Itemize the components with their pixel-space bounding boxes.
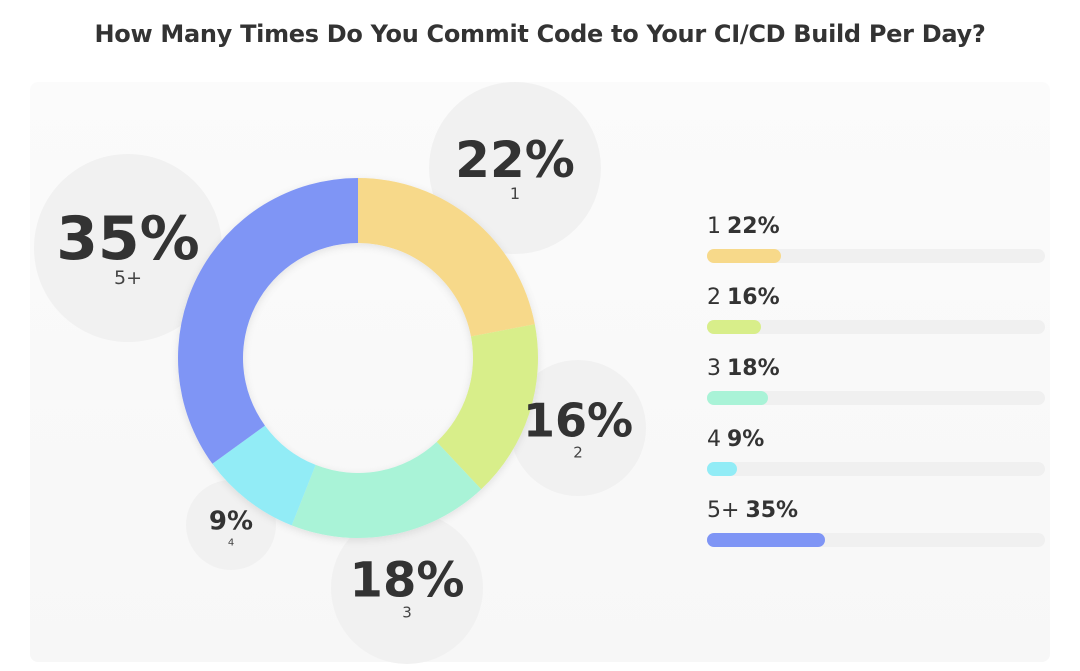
donut-slice-2 [436, 324, 539, 490]
legend-bar-track [707, 533, 1045, 547]
slice-percent-label: 22% [455, 131, 575, 189]
legend-label: 1 22% [707, 212, 1045, 242]
slice-category-label: 5+ [114, 267, 142, 289]
legend: 1 22% 2 16% 3 18% 4 9% 5+ 35% [707, 212, 1045, 567]
legend-category: 3 [707, 356, 721, 381]
legend-bar-track [707, 462, 1045, 476]
legend-item-2: 2 16% [707, 283, 1045, 354]
legend-category: 4 [707, 427, 721, 452]
legend-bar-track [707, 391, 1045, 405]
legend-bar-fill [707, 391, 768, 405]
value-bubble-3 [331, 512, 483, 664]
slice-percent-label: 35% [56, 204, 200, 274]
slice-percent-label: 9% [209, 507, 253, 537]
slice-category-label: 2 [573, 443, 583, 461]
legend-percent: 22% [727, 214, 780, 239]
value-bubble-2 [510, 360, 646, 496]
legend-item-3: 3 18% [707, 354, 1045, 425]
legend-category: 2 [707, 285, 721, 310]
value-bubble-1 [429, 82, 601, 254]
legend-label: 3 18% [707, 354, 1045, 384]
legend-percent: 18% [727, 356, 780, 381]
legend-bar-fill [707, 320, 762, 334]
legend-category: 1 [707, 214, 721, 239]
legend-bar-track [707, 320, 1045, 334]
chart-title: How Many Times Do You Commit Code to You… [94, 20, 986, 48]
legend-category: 5+ [707, 498, 740, 523]
legend-bar-fill [707, 533, 826, 547]
donut-slice-4 [212, 425, 316, 526]
legend-label: 2 16% [707, 283, 1045, 313]
slice-category-label: 4 [228, 538, 234, 549]
legend-percent: 9% [727, 427, 765, 452]
legend-bar-fill [707, 462, 738, 476]
legend-item-4: 4 9% [707, 425, 1045, 496]
value-bubble-5+ [34, 154, 222, 342]
legend-label: 4 9% [707, 425, 1045, 455]
donut-slice-5+ [178, 178, 358, 464]
donut-slice-1 [358, 178, 535, 337]
legend-bar-track [707, 249, 1045, 263]
legend-item-5: 5+ 35% [707, 496, 1045, 567]
donut-slice-3 [291, 441, 482, 538]
legend-percent: 16% [727, 285, 780, 310]
legend-percent: 35% [745, 498, 799, 523]
slice-percent-label: 16% [523, 393, 633, 447]
legend-item-1: 1 22% [707, 212, 1045, 283]
slice-category-label: 1 [510, 184, 520, 203]
legend-bar-fill [707, 249, 782, 263]
slice-percent-label: 18% [350, 553, 465, 609]
slice-category-label: 3 [402, 604, 412, 622]
legend-label: 5+ 35% [707, 496, 1045, 526]
